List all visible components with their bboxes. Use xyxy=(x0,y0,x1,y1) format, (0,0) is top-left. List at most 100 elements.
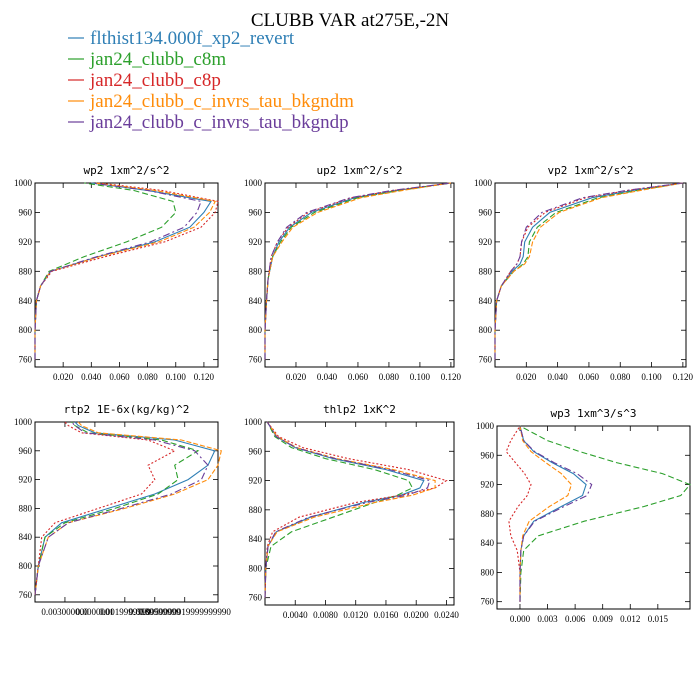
y-tick-label: 960 xyxy=(249,446,263,456)
x-tick-label: 0.000 xyxy=(510,614,531,624)
x-tick-label: 0.120 xyxy=(194,372,215,382)
panel-title: up2 1xm^2/s^2 xyxy=(316,164,402,177)
x-tick-label: 0.006 xyxy=(565,614,586,624)
panel-6: wp3 1xm^3/s^3 760 800 840 880 920 960 1000 0.000… xyxy=(476,407,691,624)
series-line-4 xyxy=(34,421,222,595)
y-tick-label: 800 xyxy=(19,325,33,335)
x-tick-label: 0.120 xyxy=(673,372,694,382)
series-line-3 xyxy=(264,182,451,360)
x-tick-label: 0.015 xyxy=(648,614,669,624)
series-line-5 xyxy=(494,182,683,360)
panel-title: wp2 1xm^2/s^2 xyxy=(83,164,169,177)
y-tick-label: 960 xyxy=(481,450,495,460)
y-tick-label: 960 xyxy=(19,207,33,217)
x-tick-label: 0.0080 xyxy=(313,610,338,620)
y-tick-label: 920 xyxy=(479,237,493,247)
plot-frame xyxy=(496,425,691,610)
series-line-1 xyxy=(34,182,212,360)
series-line-3 xyxy=(34,182,219,360)
panels: wp2 1xm^2/s^2 760 800 840 880 920 960 1000 0.020… xyxy=(14,164,693,624)
y-tick-label: 840 xyxy=(19,296,33,306)
series-line-4 xyxy=(264,182,451,360)
y-tick-label: 800 xyxy=(19,561,33,571)
y-tick-label: 760 xyxy=(19,355,33,365)
legend-label: jan24_clubb_c_invrs_tau_bkgndm xyxy=(89,91,354,112)
plot-frame xyxy=(494,182,687,368)
y-tick-label: 840 xyxy=(249,296,263,306)
x-tick-label: 0.0160 xyxy=(374,610,399,620)
y-tick-label: 920 xyxy=(249,476,263,486)
y-tick-label: 920 xyxy=(249,237,263,247)
x-tick-label: 0.003000000 xyxy=(41,607,89,617)
y-tick-label: 840 xyxy=(479,296,493,306)
x-tick-label: 0.060 xyxy=(348,372,369,382)
x-tick-label: 0.060 xyxy=(109,372,130,382)
y-tick-label: 840 xyxy=(19,532,33,542)
x-tick-label: 0.020 xyxy=(53,372,74,382)
legend: flthist134.000f_xp2_revertjan24_clubb_c8… xyxy=(68,28,354,133)
y-tick-label: 880 xyxy=(249,505,263,515)
panel-title: thlp2 1xK^2 xyxy=(323,403,396,416)
legend-label: flthist134.000f_xp2_revert xyxy=(90,28,295,49)
y-tick-label: 840 xyxy=(481,538,495,548)
y-tick-label: 800 xyxy=(481,567,495,577)
series-line-1 xyxy=(264,421,425,598)
plot-frame xyxy=(34,421,219,603)
x-tick-label: 0.0040 xyxy=(283,610,308,620)
x-tick-label: 0.0039999999 xyxy=(129,607,181,617)
y-tick-label: 800 xyxy=(249,563,263,573)
y-tick-label: 880 xyxy=(249,266,263,276)
y-tick-label: 1000 xyxy=(244,417,263,427)
panel-1: wp2 1xm^2/s^2 760 800 840 880 920 960 1000 0.020… xyxy=(14,164,219,382)
y-tick-label: 760 xyxy=(19,590,33,600)
x-tick-label: 0.040 xyxy=(81,372,102,382)
panel-2: up2 1xm^2/s^2 760 800 840 880 920 960 1000 0.020… xyxy=(244,164,462,382)
x-tick-label: 0.040 xyxy=(317,372,338,382)
series-line-3 xyxy=(34,421,176,595)
y-tick-label: 960 xyxy=(479,207,493,217)
figure-title: CLUBB VAR at275E,-2N xyxy=(251,10,450,31)
x-tick-label: 0.040 xyxy=(547,372,568,382)
panel-title: wp3 1xm^3/s^3 xyxy=(550,407,636,420)
series-line-5 xyxy=(34,421,209,595)
y-tick-label: 840 xyxy=(249,534,263,544)
x-tick-label: 0.0050000019999999990 xyxy=(139,607,232,617)
y-tick-label: 760 xyxy=(249,593,263,603)
x-tick-label: 0.0240 xyxy=(434,610,459,620)
plot-frame xyxy=(264,182,455,368)
y-tick-label: 1000 xyxy=(244,178,263,188)
plot-frame xyxy=(264,421,455,606)
x-tick-label: 0.0000001 xyxy=(76,607,114,617)
x-tick-label: 0.080 xyxy=(137,372,158,382)
series-line-5 xyxy=(264,182,451,360)
panel-5: thlp2 1xK^2 760 800 840 880 920 960 1000 0.0040 0… xyxy=(244,403,459,620)
y-tick-label: 760 xyxy=(249,355,263,365)
x-tick-label: 0.060 xyxy=(579,372,600,382)
y-tick-label: 800 xyxy=(249,325,263,335)
panel-title: rtp2 1E-6x(kg/kg)^2 xyxy=(64,403,190,416)
x-tick-label: 0.003 xyxy=(537,614,558,624)
y-tick-label: 1000 xyxy=(14,178,33,188)
legend-entry: jan24_clubb_c8m xyxy=(68,49,226,70)
x-tick-label: 0.009 xyxy=(593,614,614,624)
panel-3: vp2 1xm^2/s^2 760 800 840 880 920 960 1000 0.020… xyxy=(474,164,693,382)
x-tick-label: 0.120 xyxy=(441,372,462,382)
series-line-3 xyxy=(505,425,532,602)
y-tick-label: 880 xyxy=(19,266,33,276)
legend-label: jan24_clubb_c8m xyxy=(89,49,226,70)
series-line-4 xyxy=(264,421,436,598)
series-line-2 xyxy=(264,182,451,360)
legend-label: jan24_clubb_c8p xyxy=(89,70,221,91)
y-tick-label: 880 xyxy=(479,266,493,276)
series-line-4 xyxy=(519,425,573,602)
legend-entry: flthist134.000f_xp2_revert xyxy=(68,28,295,49)
x-tick-label: 0.020 xyxy=(286,372,307,382)
y-tick-label: 920 xyxy=(481,480,495,490)
x-tick-label: 0.0019999999 xyxy=(99,607,151,617)
y-tick-label: 880 xyxy=(481,509,495,519)
y-tick-label: 760 xyxy=(479,355,493,365)
series-line-2 xyxy=(519,425,691,602)
series-line-5 xyxy=(519,425,593,602)
x-tick-label: 0.012 xyxy=(620,614,640,624)
